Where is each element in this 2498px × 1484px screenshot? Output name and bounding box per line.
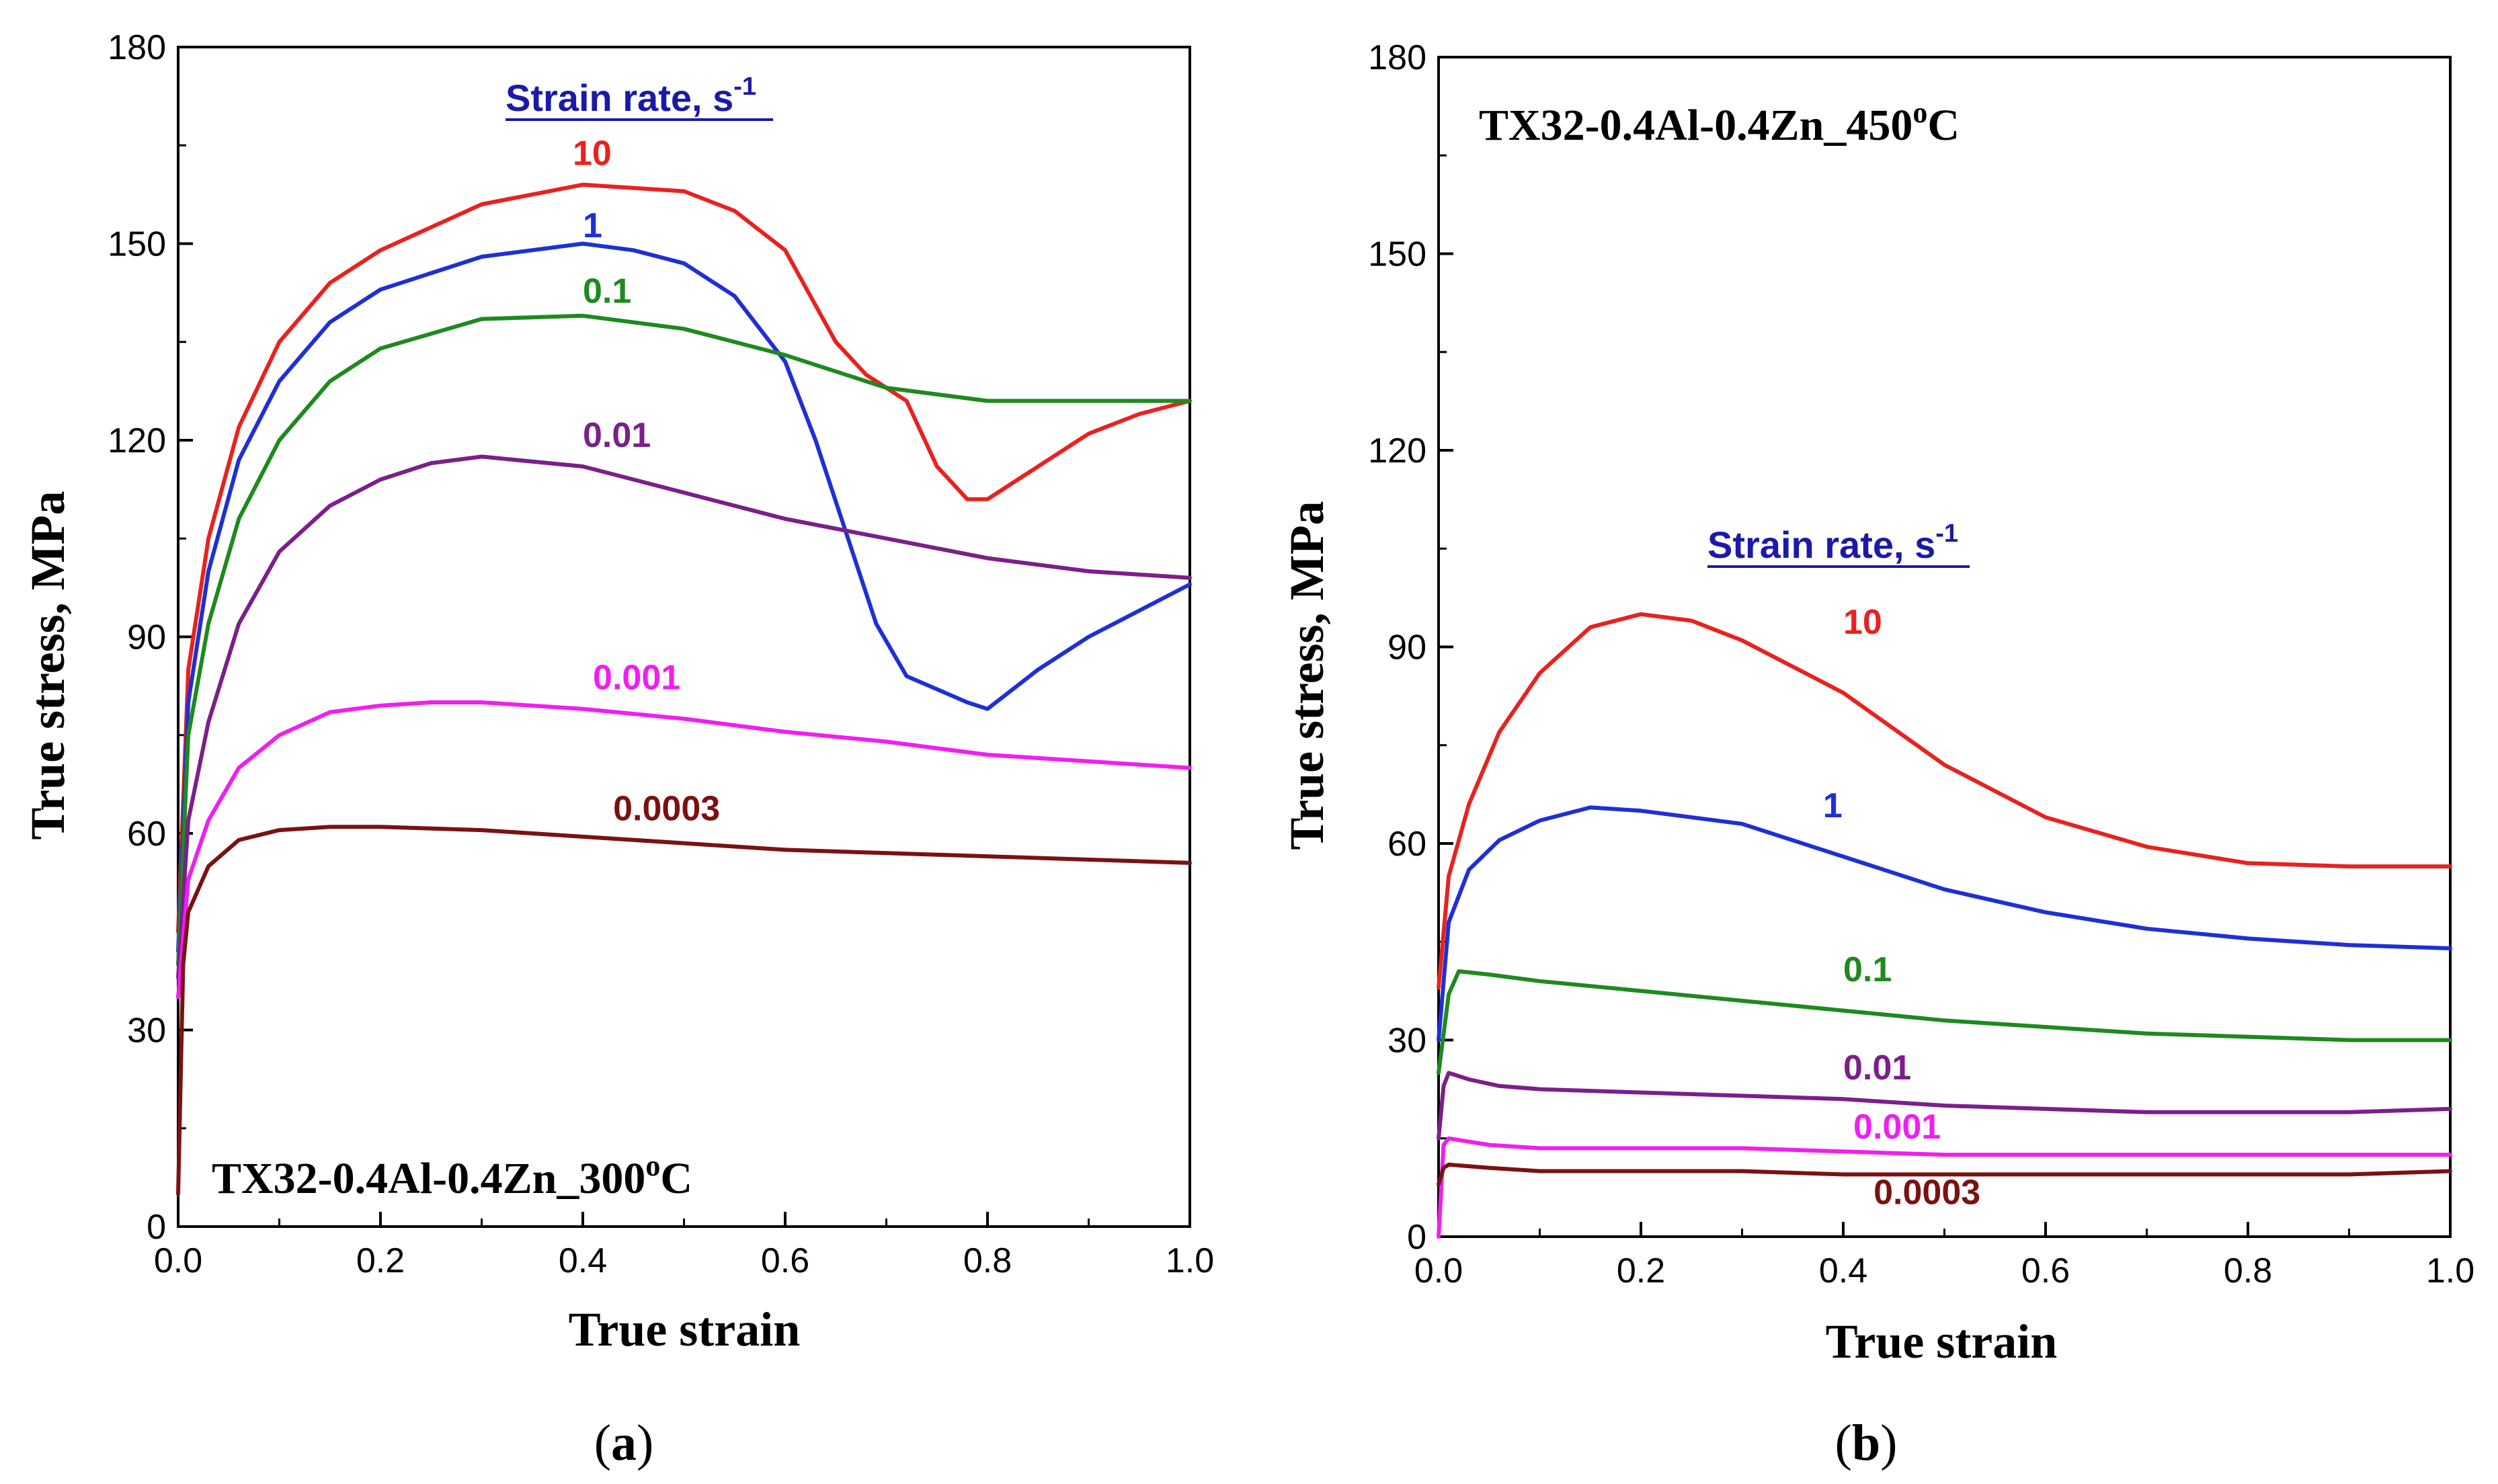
panel-b-title-main: TX32-0.4Al-0.4Zn_450 — [1479, 101, 1912, 150]
series-line-b-0.1 — [1437, 969, 2452, 1075]
x-tick-label-b-3: 0.6 — [2021, 1251, 2070, 1290]
panel-a-title: TX32-0.4Al-0.4Zn_300oC — [212, 1149, 692, 1203]
x-tick-label-b-5: 1.0 — [2426, 1251, 2474, 1290]
series-line-b-1 — [1437, 805, 2452, 1042]
y-tick-label-b-0: 0 — [1407, 1218, 1426, 1257]
series-line-b-10 — [1437, 612, 2452, 990]
x-tick-label-a-4: 0.8 — [963, 1241, 1012, 1280]
series-label-a-1: 1 — [583, 206, 602, 245]
y-axis-label-a: True stress, MPa — [21, 491, 75, 839]
plot-frame-b — [1437, 56, 2452, 1238]
series-line-a-1 — [176, 241, 1192, 954]
panel-a: True stress, MPa True strain TX32-0.4Al-… — [21, 28, 1214, 1471]
caption-b: (b) — [1835, 1415, 1898, 1471]
x-tick-label-b-1: 0.2 — [1617, 1251, 1665, 1290]
x-axis-label-b: True strain — [1826, 1315, 2058, 1368]
series-label-b-0.001: 0.001 — [1853, 1108, 1941, 1147]
y-tick-label-a-3: 90 — [127, 618, 166, 657]
x-axis-label-a: True strain — [569, 1303, 801, 1356]
caption-b-letter: b — [1852, 1415, 1880, 1471]
series-line-a-0.001 — [176, 700, 1192, 999]
y-tick-label-a-6: 180 — [108, 28, 166, 67]
y-tick-label-a-2: 60 — [127, 815, 166, 854]
panel-a-title-tail: C — [660, 1154, 692, 1203]
x-tick-label-b-2: 0.4 — [1819, 1251, 1867, 1290]
series-line-b-0.001 — [1437, 1136, 2452, 1239]
series-label-a-10: 10 — [573, 134, 612, 173]
plot-frame-a — [177, 46, 1191, 1228]
x-tick-label-a-1: 0.2 — [356, 1241, 405, 1280]
x-tick-label-b-4: 0.8 — [2224, 1251, 2272, 1290]
x-tick-label-a-5: 1.0 — [1166, 1241, 1214, 1280]
legend-title-a-sup: -1 — [733, 73, 756, 101]
y-axis-label-b: True stress, MPa — [1280, 501, 1334, 850]
y-tick-label-a-5: 150 — [108, 225, 166, 264]
legend-title-b-text: Strain rate, s — [1707, 524, 1935, 566]
panel-a-title-sup: o — [645, 1149, 660, 1182]
series-label-a-0.0003: 0.0003 — [613, 790, 720, 829]
series-label-b-10: 10 — [1843, 603, 1882, 642]
series-label-b-0.01: 0.01 — [1843, 1048, 1911, 1087]
series-line-a-0.01 — [176, 454, 1192, 980]
caption-a-letter: a — [611, 1415, 637, 1471]
series-line-b-0.01 — [1437, 1071, 2452, 1141]
x-tick-label-b-0: 0.0 — [1414, 1251, 1463, 1290]
series-line-b-0.0003 — [1437, 1162, 2452, 1186]
series-line-a-0.1 — [176, 313, 1192, 966]
legend-title-a: Strain rate, s-1 — [506, 73, 756, 119]
series-label-b-0.1: 0.1 — [1843, 950, 1892, 989]
y-tick-label-b-3: 90 — [1387, 628, 1426, 667]
caption-a: (a) — [594, 1415, 654, 1471]
y-tick-label-b-6: 180 — [1368, 38, 1426, 77]
series-label-b-0.0003: 0.0003 — [1873, 1173, 1980, 1212]
legend-title-a-text: Strain rate, s — [506, 77, 733, 119]
legend-title-b-sup: -1 — [1935, 520, 1958, 548]
panel-b-title-tail: C — [1927, 101, 1960, 150]
x-tick-label-a-2: 0.4 — [559, 1241, 607, 1280]
y-tick-label-b-1: 30 — [1387, 1022, 1426, 1061]
series-label-a-0.1: 0.1 — [583, 272, 631, 311]
panel-a-title-main: TX32-0.4Al-0.4Zn_300 — [212, 1154, 645, 1203]
panel-b-title: TX32-0.4Al-0.4Zn_450oC — [1479, 96, 1960, 150]
y-tick-label-b-5: 150 — [1368, 235, 1426, 274]
y-tick-label-b-4: 120 — [1368, 431, 1426, 470]
x-tick-label-a-3: 0.6 — [761, 1241, 809, 1280]
series-line-a-10 — [176, 182, 1192, 934]
y-tick-label-a-4: 120 — [108, 421, 166, 460]
y-tick-label-a-1: 30 — [127, 1012, 166, 1050]
series-label-a-0.001: 0.001 — [593, 659, 680, 698]
y-tick-label-b-2: 60 — [1387, 825, 1426, 864]
panel-b: True stress, MPa True strain TX32-0.4Al-… — [1280, 38, 2474, 1471]
y-tick-label-a-0: 0 — [147, 1208, 166, 1247]
legend-title-b: Strain rate, s-1 — [1707, 520, 1958, 566]
series-label-a-0.01: 0.01 — [583, 416, 651, 455]
x-tick-label-a-0: 0.0 — [154, 1241, 202, 1280]
series-label-b-1: 1 — [1823, 786, 1843, 825]
panel-b-title-sup: o — [1912, 96, 1927, 129]
series-line-a-0.0003 — [176, 825, 1192, 1196]
